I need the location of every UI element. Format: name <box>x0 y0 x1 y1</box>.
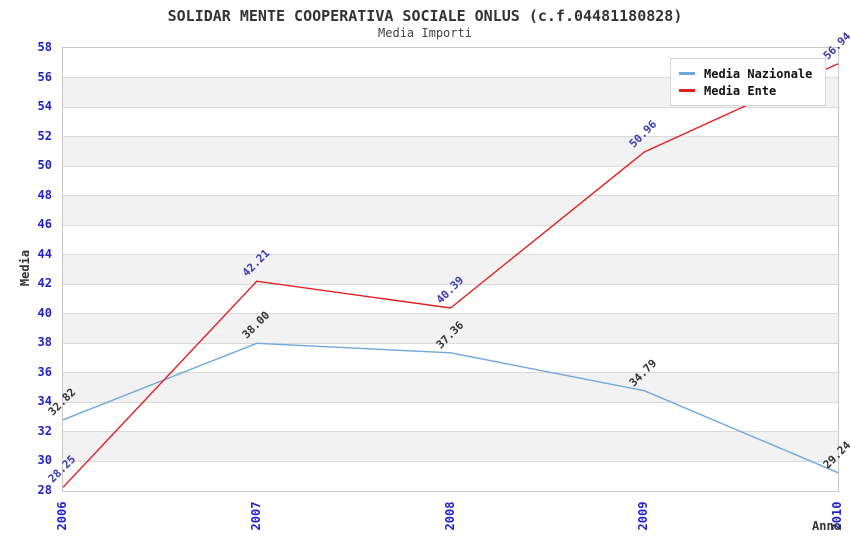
y-tick-label: 56 <box>37 69 52 84</box>
y-tick-label: 58 <box>37 40 52 54</box>
y-tick-label: 38 <box>37 335 52 350</box>
grid-band <box>63 225 838 255</box>
grid-band <box>63 431 838 462</box>
grid-band <box>63 313 838 344</box>
chart-title: SOLIDAR MENTE COOPERATIVA SOCIALE ONLUS … <box>167 7 683 25</box>
y-tick-label: 36 <box>37 364 52 379</box>
grid-band <box>63 343 838 373</box>
gridline <box>63 106 838 108</box>
x-tick-label: 2007 <box>248 501 263 531</box>
x-tick-label: 2009 <box>636 501 651 531</box>
x-axis-title: Anno <box>812 519 841 533</box>
gridline <box>63 195 838 197</box>
y-tick-label: 46 <box>37 217 52 232</box>
legend-label: Media Ente <box>704 83 777 98</box>
gridline <box>63 431 838 433</box>
gridline <box>63 165 838 167</box>
y-tick-label: 44 <box>37 246 52 261</box>
grid-band <box>63 254 838 285</box>
grid-band <box>63 166 838 196</box>
gridline <box>63 401 838 403</box>
y-tick-label: 50 <box>37 158 52 173</box>
y-tick-label: 32 <box>37 423 52 438</box>
gridline <box>63 224 838 226</box>
series-lines <box>62 63 839 488</box>
y-tick-label: 34 <box>37 394 52 409</box>
legend-swatch-red-line <box>679 89 695 92</box>
x-tick-label: 2006 <box>55 501 69 531</box>
y-tick-label: 54 <box>37 99 52 114</box>
y-tick-label: 52 <box>37 128 52 143</box>
legend: Media Nazionale Media Ente <box>670 58 826 106</box>
y-tick-label: 30 <box>37 453 52 468</box>
gridline <box>63 77 838 79</box>
grid-band <box>63 402 838 432</box>
y-tick-label: 42 <box>37 276 52 291</box>
gridline <box>63 372 838 374</box>
grid-band <box>63 461 838 491</box>
gridline <box>63 254 838 256</box>
legend-swatch-blue-line <box>679 72 695 75</box>
grid-band <box>63 136 838 167</box>
gridline <box>63 313 838 315</box>
legend-label: Media Nazionale <box>704 66 813 81</box>
plot-area <box>62 47 839 492</box>
y-tick-label: 40 <box>37 305 52 320</box>
legend-item-ente: Media Ente <box>679 82 817 99</box>
grid-band <box>63 284 838 314</box>
series-line <box>62 63 839 488</box>
x-tick-label: 2008 <box>442 501 457 531</box>
grid-band <box>63 372 838 403</box>
grid-band <box>63 195 838 226</box>
gridline <box>63 283 838 285</box>
gridline <box>63 136 838 138</box>
chart-subtitle: Media Importi <box>378 26 472 40</box>
y-tick-label: 28 <box>37 483 52 497</box>
series-line <box>62 342 839 474</box>
y-tick-label: 48 <box>37 187 52 202</box>
gridline <box>63 460 838 462</box>
gridline <box>63 342 838 344</box>
legend-item-nazionale: Media Nazionale <box>679 65 817 82</box>
